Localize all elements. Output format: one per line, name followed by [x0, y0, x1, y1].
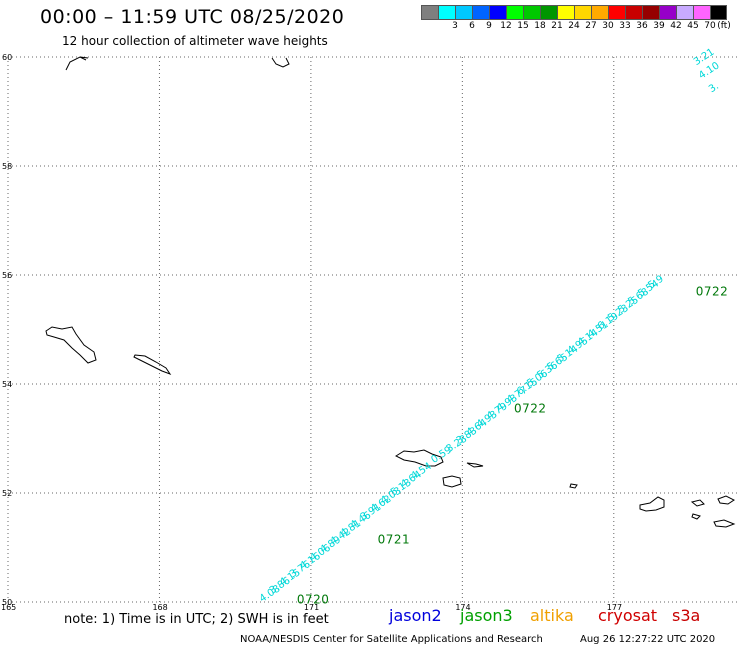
legend-swatch [693, 5, 710, 20]
legend-swatch [608, 5, 625, 20]
legend-swatch [574, 5, 591, 20]
time-label: 0721 [378, 532, 411, 546]
island-rat-1 [690, 499, 705, 507]
lat-tick-label: 50 [2, 598, 12, 607]
coastline-top-center [271, 57, 290, 68]
legend-tick-label: 30 [602, 21, 614, 31]
lon-tick-label: 168 [152, 603, 167, 612]
island-kiska [639, 496, 665, 512]
legend-tick-label: 3 [452, 21, 458, 31]
legend-swatch [421, 5, 438, 20]
wave-height-observations: 4.083.864.153.764.164.064.894.424.814.46… [258, 47, 722, 605]
lon-tick-label: 165 [1, 603, 16, 612]
lat-tick-label: 52 [2, 489, 12, 498]
time-label: 0720 [297, 592, 330, 606]
legend-swatch [591, 5, 608, 20]
legend-tick-label: 15 [517, 21, 529, 31]
legend-tick-label: 9 [486, 21, 492, 31]
lon-tick-label: 171 [304, 603, 319, 612]
legend-tick-label: 33 [619, 21, 631, 31]
legend-swatch [472, 5, 489, 20]
legend-swatch [523, 5, 540, 20]
time-label: 0722 [696, 284, 729, 298]
legend-swatch [676, 5, 693, 20]
lon-tick-label: 177 [607, 603, 622, 612]
legend-swatches [421, 5, 740, 20]
legend-tick-label: 70 [704, 21, 716, 31]
legend-swatch [455, 5, 472, 20]
generated-timestamp: Aug 26 12:27:22 UTC 2020 [580, 634, 716, 645]
legend-swatch [489, 5, 506, 20]
legend-unit: (ft) [717, 21, 731, 31]
lon-tick-label: 174 [455, 603, 470, 612]
coastline-top-left [65, 56, 89, 71]
legend-tick-label: 21 [551, 21, 563, 31]
time-label: 0722 [514, 402, 547, 416]
footer-note: note: 1) Time is in UTC; 2) SWH is in fe… [64, 612, 329, 627]
lat-tick-label: 60 [2, 53, 12, 62]
island-attu [394, 449, 444, 467]
map-grid [7, 56, 740, 603]
legend-tick-label: 12 [500, 21, 512, 31]
wave-height-color-legend: 3 6 9 12 15 18 21 24 27 30 33 36 39 42 45 70 (ft) [421, 5, 740, 32]
legend-tick-label: 45 [687, 21, 699, 31]
legend-tick-label: 42 [670, 21, 682, 31]
lat-tick-label: 58 [2, 162, 12, 171]
islet-buldir [569, 483, 578, 489]
time-labels: 0720 0721 0722 0722 [297, 284, 728, 606]
island-rat-2 [691, 513, 701, 520]
swh-value: 3. [707, 81, 721, 95]
page-subtitle: 12 hour collection of altimeter wave hei… [62, 34, 328, 48]
legend-tick-label: 27 [585, 21, 597, 31]
satellite-s3a: s3a [672, 606, 701, 625]
legend-swatch [710, 5, 727, 20]
credit-line: NOAA/NESDIS Center for Satellite Applica… [240, 634, 543, 645]
legend-swatch [540, 5, 557, 20]
legend-tick-label: 6 [469, 21, 475, 31]
satellite-jason2: jason2 [389, 606, 442, 625]
legend-swatch [506, 5, 523, 20]
legend-tick-label: 24 [568, 21, 580, 31]
satellite-cryosat: cryosat [598, 606, 658, 625]
legend-tick-label: 18 [534, 21, 546, 31]
satellite-altika: altika [530, 606, 574, 625]
island-rat-3 [717, 495, 735, 505]
island-commander-bering [45, 326, 97, 364]
legend-swatch [557, 5, 574, 20]
satellite-jason3: jason3 [460, 606, 513, 625]
island-agattu [442, 475, 462, 488]
legend-tick-label: 36 [636, 21, 648, 31]
legend-swatch [625, 5, 642, 20]
island-commander-medny [133, 354, 172, 376]
islet-semichi [466, 462, 484, 468]
island-rat-4 [713, 519, 736, 528]
lat-tick-label: 54 [2, 380, 12, 389]
coastlines [45, 56, 736, 528]
page-title: 00:00 – 11:59 UTC 08/25/2020 [40, 6, 345, 28]
legend-swatch [659, 5, 676, 20]
legend-swatch [438, 5, 455, 20]
legend-tick-label: 39 [653, 21, 665, 31]
legend-swatch [642, 5, 659, 20]
legend-tick-labels: 3 6 9 12 15 18 21 24 27 30 33 36 39 42 45 70 (ft) [421, 20, 740, 32]
lat-tick-label: 56 [2, 271, 12, 280]
